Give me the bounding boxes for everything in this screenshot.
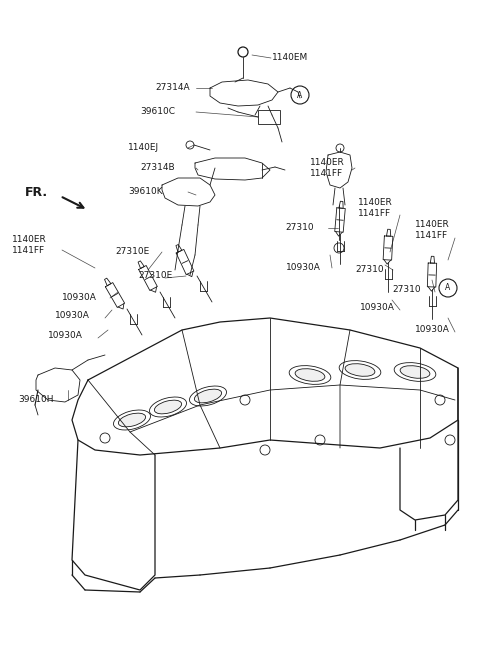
Text: FR.: FR. <box>25 185 48 198</box>
Text: 27310E: 27310E <box>138 271 172 281</box>
Ellipse shape <box>295 369 325 381</box>
Text: 1140EJ: 1140EJ <box>128 143 159 152</box>
Text: A: A <box>445 284 451 292</box>
Text: 1140ER
1141FF: 1140ER 1141FF <box>415 220 450 240</box>
Text: 1140ER
1141FF: 1140ER 1141FF <box>358 198 393 217</box>
Text: 10930A: 10930A <box>360 304 395 313</box>
Text: 1140ER
1141FF: 1140ER 1141FF <box>310 158 345 177</box>
Bar <box>258 110 280 124</box>
Text: 27310: 27310 <box>285 223 313 233</box>
Text: 10930A: 10930A <box>415 325 450 334</box>
Text: 1140ER
1141FF: 1140ER 1141FF <box>12 235 47 255</box>
Text: 27310: 27310 <box>355 265 384 275</box>
Text: 10930A: 10930A <box>55 311 90 321</box>
Ellipse shape <box>400 366 430 378</box>
Text: 39610H: 39610H <box>18 396 53 405</box>
Ellipse shape <box>155 400 181 414</box>
Ellipse shape <box>194 389 222 403</box>
Text: 39610C: 39610C <box>140 108 175 116</box>
Text: 39610K: 39610K <box>128 187 163 196</box>
Text: A: A <box>298 91 302 99</box>
Ellipse shape <box>119 413 145 427</box>
Text: 27314A: 27314A <box>155 83 190 93</box>
Text: 1140EM: 1140EM <box>272 53 308 62</box>
Text: 10930A: 10930A <box>48 332 83 340</box>
Text: 27314B: 27314B <box>140 164 175 173</box>
Text: 27310E: 27310E <box>115 248 149 256</box>
Text: 27310: 27310 <box>392 286 420 294</box>
Text: 10930A: 10930A <box>62 294 97 302</box>
Text: 10930A: 10930A <box>286 263 321 273</box>
Ellipse shape <box>345 364 375 376</box>
